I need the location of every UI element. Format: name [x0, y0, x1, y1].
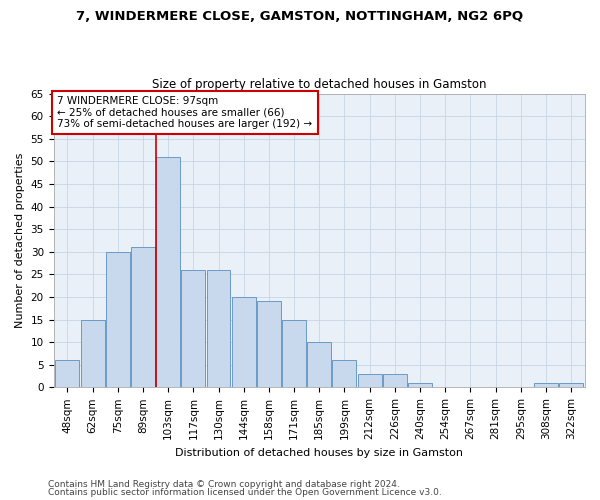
Bar	[80, 320, 104, 388]
Bar	[106, 252, 130, 388]
Bar	[383, 374, 407, 388]
Bar	[358, 374, 382, 388]
Text: Contains HM Land Registry data © Crown copyright and database right 2024.: Contains HM Land Registry data © Crown c…	[48, 480, 400, 489]
Bar	[282, 320, 306, 388]
Bar	[559, 383, 583, 388]
Text: 7, WINDERMERE CLOSE, GAMSTON, NOTTINGHAM, NG2 6PQ: 7, WINDERMERE CLOSE, GAMSTON, NOTTINGHAM…	[76, 10, 524, 23]
Bar	[307, 342, 331, 388]
Bar	[257, 302, 281, 388]
Bar	[332, 360, 356, 388]
Bar	[408, 383, 432, 388]
Title: Size of property relative to detached houses in Gamston: Size of property relative to detached ho…	[152, 78, 487, 91]
Text: 7 WINDERMERE CLOSE: 97sqm
← 25% of detached houses are smaller (66)
73% of semi-: 7 WINDERMERE CLOSE: 97sqm ← 25% of detac…	[58, 96, 313, 129]
Bar	[206, 270, 230, 388]
Bar	[156, 157, 180, 388]
Bar	[181, 270, 205, 388]
Y-axis label: Number of detached properties: Number of detached properties	[15, 152, 25, 328]
X-axis label: Distribution of detached houses by size in Gamston: Distribution of detached houses by size …	[175, 448, 463, 458]
Bar	[55, 360, 79, 388]
Bar	[131, 247, 155, 388]
Bar	[232, 297, 256, 388]
Bar	[534, 383, 558, 388]
Text: Contains public sector information licensed under the Open Government Licence v3: Contains public sector information licen…	[48, 488, 442, 497]
